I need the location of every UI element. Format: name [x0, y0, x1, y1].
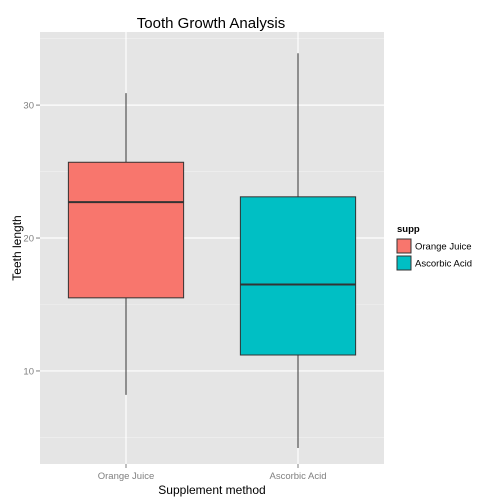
y-tick-label: 20 [23, 234, 34, 245]
legend-key [396, 238, 412, 254]
legend-label: Ascorbic Acid [415, 259, 472, 270]
legend-item: Orange Juice [396, 238, 472, 254]
boxplot-1 [67, 93, 185, 395]
x-axis-title: Supplement method [158, 483, 265, 497]
y-tick-label: 10 [23, 366, 34, 377]
y-tick-label: 30 [23, 101, 34, 112]
legend: supp Orange Juice Ascorbic Acid [396, 224, 472, 271]
legend-key [396, 255, 412, 271]
legend-item: Ascorbic Acid [396, 255, 472, 271]
legend-label: Orange Juice [415, 242, 472, 253]
legend-title: supp [397, 224, 420, 235]
boxplot-2 [239, 53, 357, 449]
legend-items: Orange Juice Ascorbic Acid [396, 238, 472, 271]
box-iqr [239, 196, 357, 356]
box-iqr [67, 161, 185, 299]
box-layer [67, 53, 357, 449]
x-tick-label: Ascorbic Acid [269, 471, 326, 482]
y-axis-title: Teeth length [10, 215, 24, 280]
axis-layer: 10 20 30 Orange Juice Ascorbic Acid [23, 101, 326, 482]
x-tick-label: Orange Juice [98, 471, 155, 482]
chart-title: Tooth Growth Analysis [137, 15, 285, 32]
